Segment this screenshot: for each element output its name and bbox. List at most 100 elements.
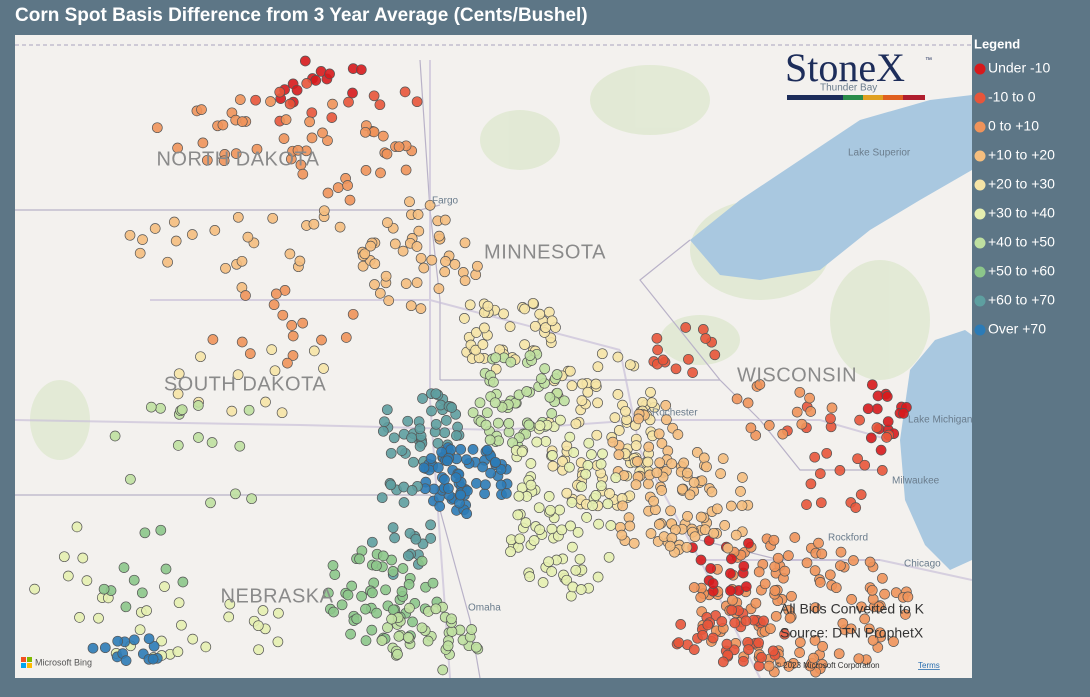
bid-dot xyxy=(357,260,369,272)
bid-dot xyxy=(365,240,376,252)
logo-text: StoneX xyxy=(785,45,905,90)
bid-dot xyxy=(282,357,293,369)
bid-dot xyxy=(580,468,592,480)
bid-dot xyxy=(577,378,588,390)
bid-dot xyxy=(318,363,329,374)
bid-dot xyxy=(461,454,472,465)
bid-dot xyxy=(783,550,794,561)
bid-dot xyxy=(801,557,813,569)
bid-dot xyxy=(534,420,546,431)
bid-dot xyxy=(29,583,40,595)
bid-dot xyxy=(268,299,280,311)
bid-dot xyxy=(543,556,554,568)
bid-dot xyxy=(730,529,742,541)
bid-dot xyxy=(366,624,378,636)
bid-dot xyxy=(479,322,490,334)
bid-dot xyxy=(257,605,269,616)
bid-dot xyxy=(398,497,410,508)
bid-dot xyxy=(670,363,682,375)
bid-dot xyxy=(681,541,693,553)
bid-dot xyxy=(653,519,665,530)
bid-dot xyxy=(683,353,694,365)
terms-link[interactable]: Terms xyxy=(918,661,940,670)
bid-dot xyxy=(702,619,714,631)
bid-dot xyxy=(743,537,754,549)
bid-dot xyxy=(224,598,236,610)
bid-dot xyxy=(544,391,556,403)
bid-dot xyxy=(400,164,412,176)
bid-dot xyxy=(137,234,148,245)
bid-dot xyxy=(223,611,235,623)
legend-label: Under -10 xyxy=(988,60,1050,76)
bid-dot xyxy=(480,479,491,491)
bid-dot xyxy=(481,407,493,419)
bid-dot xyxy=(555,414,566,426)
bid-dot xyxy=(859,459,871,471)
bid-dot xyxy=(527,297,539,309)
bid-dot xyxy=(902,591,914,603)
bid-dot xyxy=(871,422,883,433)
bid-dot xyxy=(900,609,911,620)
bid-dot xyxy=(334,221,346,233)
bid-dot xyxy=(680,322,692,333)
bid-dot xyxy=(539,363,551,374)
bid-dot xyxy=(393,630,405,642)
bid-dot xyxy=(377,130,389,142)
bid-dot xyxy=(226,405,238,417)
bid-dot xyxy=(287,350,299,361)
bid-dot xyxy=(387,522,399,533)
bid-dot xyxy=(455,444,467,455)
bid-dot xyxy=(417,393,428,404)
logo: StoneX ™ xyxy=(785,45,932,100)
bid-dot xyxy=(862,403,874,415)
bid-dot xyxy=(779,628,790,640)
bid-dot xyxy=(385,447,397,459)
bid-dot xyxy=(477,461,488,473)
bid-dot xyxy=(155,524,167,536)
bid-dot xyxy=(665,505,676,517)
bid-dot xyxy=(784,612,796,624)
bid-dot xyxy=(633,413,644,425)
bid-dot xyxy=(446,613,457,625)
bid-dot xyxy=(374,99,386,111)
bid-dot xyxy=(120,655,132,666)
bid-dot xyxy=(645,386,656,398)
bid-dot xyxy=(172,388,184,400)
bid-dot xyxy=(220,262,231,274)
legend-label: +50 to +60 xyxy=(988,263,1055,279)
bid-dot xyxy=(354,553,365,565)
bid-dot xyxy=(882,416,894,427)
bid-dot xyxy=(201,154,213,166)
bid-dot xyxy=(484,434,496,446)
bid-dot xyxy=(607,436,619,448)
bid-dot xyxy=(471,327,482,338)
bid-dot xyxy=(141,605,152,616)
place-label: Milwaukee xyxy=(892,476,940,487)
bid-dot xyxy=(646,397,658,409)
bid-dot xyxy=(675,619,687,630)
bid-dot xyxy=(488,376,499,388)
bid-dot xyxy=(595,458,607,470)
bid-dot xyxy=(725,500,737,512)
bid-dot xyxy=(850,502,862,513)
bid-dot xyxy=(479,488,490,500)
bid-dot xyxy=(609,412,621,423)
legend-swatch xyxy=(974,208,986,220)
bid-dot xyxy=(385,479,397,491)
bid-dot xyxy=(426,254,438,266)
bid-dot xyxy=(676,483,688,495)
bid-dot xyxy=(422,635,434,647)
legend: Legend Under -10 -10 to 0 0 to +10 +10 to +… xyxy=(974,36,1055,336)
bid-dot xyxy=(642,456,654,468)
bid-dot xyxy=(418,262,430,274)
bid-dot xyxy=(564,365,576,377)
bid-dot xyxy=(632,456,643,467)
bid-dot xyxy=(207,334,219,345)
bid-dot xyxy=(439,266,451,278)
bid-dot xyxy=(287,330,299,342)
bid-dot xyxy=(327,98,338,110)
bid-dot xyxy=(879,588,890,600)
bid-dot xyxy=(656,485,668,496)
bid-dot xyxy=(230,148,242,159)
bid-dot xyxy=(848,555,859,566)
